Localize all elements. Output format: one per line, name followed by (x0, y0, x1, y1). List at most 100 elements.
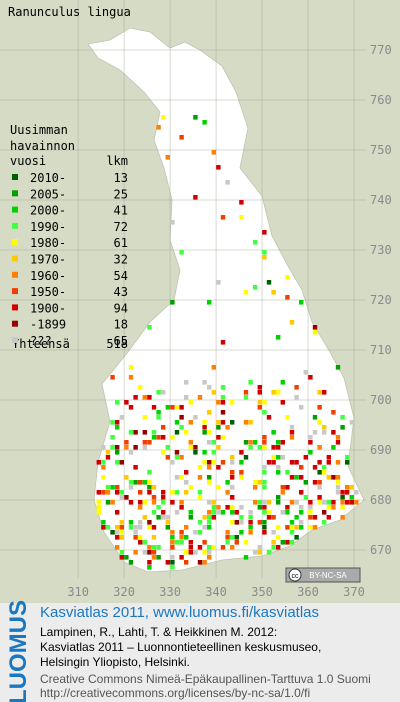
record-square (266, 500, 272, 505)
record-square (322, 465, 327, 470)
record-square (340, 515, 345, 520)
record-square (165, 155, 170, 160)
record-square (257, 500, 262, 505)
record-square (161, 425, 166, 430)
legend-count: 94 (114, 301, 128, 315)
record-square (207, 525, 212, 530)
record-square (133, 530, 138, 535)
citation: Kasviatlas 2011 – Luonnontieteellinen ke… (40, 640, 321, 654)
record-square (289, 320, 295, 325)
record-square (345, 455, 350, 460)
record-square (243, 395, 249, 400)
record-square (239, 520, 244, 525)
record-square (147, 470, 152, 475)
record-square (211, 450, 216, 455)
record-square (280, 540, 285, 545)
record-square (276, 525, 281, 530)
record-square (124, 440, 129, 445)
record-square (317, 405, 322, 410)
record-square (216, 485, 221, 490)
legend-label: 1970- (30, 253, 66, 267)
record-square (188, 440, 193, 445)
record-square (207, 545, 212, 550)
record-square (266, 515, 272, 520)
legend-swatch (12, 239, 18, 246)
record-square (312, 525, 318, 530)
record-square (142, 540, 147, 545)
record-square (207, 465, 212, 470)
record-square (174, 490, 180, 495)
record-square (299, 510, 304, 515)
record-square (216, 280, 221, 285)
legend-count: 65 (114, 334, 128, 348)
record-square (151, 430, 157, 435)
record-square (156, 410, 161, 415)
record-square (280, 440, 285, 445)
x-tick-label: 310 (67, 585, 89, 599)
y-tick-label: 710 (370, 343, 392, 357)
record-square (179, 405, 184, 410)
logo: LUOMUS (5, 600, 32, 702)
record-square (230, 545, 235, 550)
record-square (216, 505, 221, 510)
record-square (128, 560, 134, 565)
record-square (243, 420, 249, 425)
record-square (230, 505, 235, 510)
record-square (248, 515, 253, 520)
record-square (179, 535, 184, 540)
record-square (239, 200, 244, 205)
record-square (271, 460, 276, 465)
record-square (331, 410, 336, 415)
record-square (220, 340, 226, 345)
record-square (322, 500, 327, 505)
record-square (138, 490, 143, 495)
record-square (248, 525, 253, 530)
legend-swatch (12, 190, 18, 197)
record-square (289, 540, 295, 545)
record-square (170, 300, 175, 305)
record-square (184, 535, 189, 540)
record-square (174, 510, 180, 515)
record-square (151, 435, 157, 440)
record-square (248, 445, 253, 450)
record-square (303, 480, 308, 485)
record-square (115, 525, 120, 530)
record-square (225, 180, 230, 185)
record-square (202, 560, 207, 565)
record-square (115, 400, 120, 405)
record-square (207, 510, 212, 515)
record-square (308, 525, 313, 530)
record-square (124, 475, 129, 480)
record-square (184, 525, 189, 530)
record-square (285, 485, 290, 490)
record-square (207, 460, 212, 465)
record-square (197, 475, 203, 480)
record-square (271, 530, 276, 535)
record-square (128, 485, 134, 490)
record-square (101, 445, 106, 450)
legend-heading: Uusimman (10, 123, 68, 137)
record-square (225, 425, 230, 430)
y-tick-label: 690 (370, 443, 392, 457)
record-square (299, 465, 304, 470)
cc-icon-text: cc (292, 573, 300, 580)
record-square (202, 425, 207, 430)
record-square (262, 510, 267, 515)
record-square (174, 540, 180, 545)
legend-swatch (12, 304, 18, 311)
record-square (322, 425, 327, 430)
record-square (317, 460, 322, 465)
record-square (193, 195, 198, 200)
record-square (331, 475, 336, 480)
record-square (128, 480, 134, 485)
record-square (276, 455, 281, 460)
legend-heading: vuosi (10, 154, 46, 168)
record-square (308, 505, 313, 510)
record-square (188, 420, 193, 425)
legend-swatch (12, 288, 18, 295)
record-square (289, 425, 295, 430)
record-square (174, 450, 180, 455)
record-square (151, 550, 157, 555)
record-square (161, 115, 166, 120)
record-square (147, 565, 152, 570)
